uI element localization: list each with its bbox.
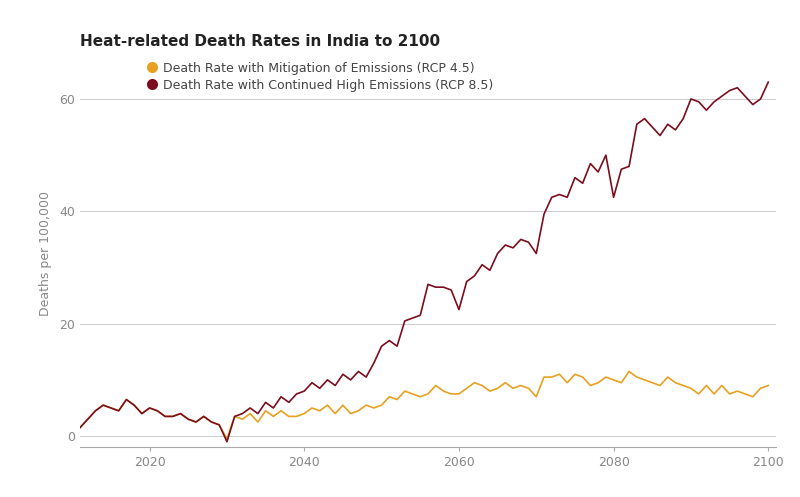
Text: Heat-related Death Rates in India to 2100: Heat-related Death Rates in India to 210… xyxy=(80,34,440,49)
Y-axis label: Deaths per 100,000: Deaths per 100,000 xyxy=(39,191,52,316)
Legend: Death Rate with Mitigation of Emissions (RCP 4.5), Death Rate with Continued Hig: Death Rate with Mitigation of Emissions … xyxy=(149,62,493,92)
